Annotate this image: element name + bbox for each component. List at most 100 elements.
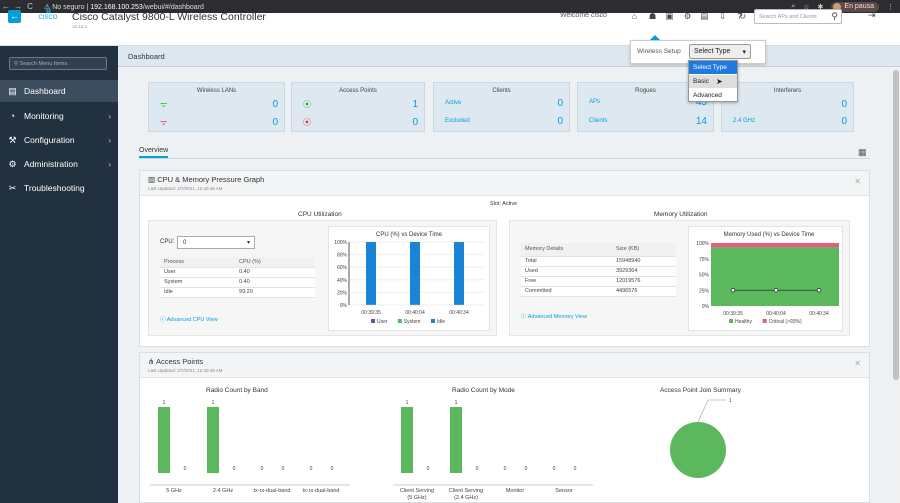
extensions-icon[interactable]: ✱ (817, 3, 824, 11)
tile-value[interactable]: 0 (272, 117, 278, 128)
chart-title: Memory Used (%) vs Device Time (724, 232, 815, 238)
search-icon[interactable]: ⚲ (831, 11, 838, 21)
tile-label[interactable]: Active (445, 100, 462, 106)
welcome-user: cisco (591, 12, 607, 19)
close-icon[interactable]: ✕ (854, 177, 861, 186)
sidebar-item-label: Administration (24, 159, 78, 169)
tile-label[interactable]: Excluded (445, 118, 470, 124)
wireless-setup-options: Select Type Basic ➤ Advanced (688, 60, 738, 102)
profile-button[interactable]: En pausa (831, 1, 879, 12)
security-label: No seguro (52, 3, 85, 11)
tile-value[interactable]: 0 (557, 98, 563, 109)
tile-label[interactable]: APs (589, 99, 601, 105)
forward-arrow-icon[interactable]: → (14, 2, 22, 11)
tile-value[interactable]: 1 (412, 99, 418, 110)
last-updated: Last Updated: 2/7/2021, 12:40:46 AM (148, 186, 223, 191)
refresh-icon[interactable]: ↻ (738, 11, 747, 21)
data-label: 0 (282, 466, 285, 472)
join-summary-chart: 1 (670, 398, 732, 478)
tile-value[interactable]: 0 (841, 99, 847, 110)
sidebar-item-troubleshooting[interactable]: ✂ Troubleshooting (0, 177, 118, 199)
home-icon[interactable]: ⌂ (631, 11, 638, 21)
reload-icon[interactable]: C (27, 2, 33, 11)
address-bar[interactable]: ⚠ No seguro | 192.168.100.253/webui/#/da… (44, 3, 204, 11)
tab-divider (139, 158, 870, 159)
zoom-icon[interactable]: ⌕ (791, 2, 796, 10)
y-tick-label: 75% (699, 257, 710, 263)
sidebar (0, 46, 118, 503)
star-icon[interactable]: ☆ (803, 3, 810, 11)
option-advanced[interactable]: Advanced (693, 92, 722, 99)
search-input[interactable]: Search APs and Clients ⚲ (754, 9, 842, 24)
option-select-type[interactable]: Select Type (689, 61, 737, 74)
wireless-setup-icon[interactable]: ☗ (648, 11, 657, 21)
file-icon[interactable]: ▤ (700, 11, 709, 21)
option-label: Basic (693, 78, 709, 85)
gear-icon[interactable]: ⚙ (683, 11, 692, 21)
logout-icon[interactable]: ⇥ (868, 10, 876, 20)
sidebar-item-dashboard[interactable]: ▤ Dashboard (0, 80, 118, 102)
tile-wireless-lans[interactable]: Wireless LANs ᯤ 0 ᯤ 0 (148, 82, 285, 132)
tile-value[interactable]: 0 (841, 116, 847, 127)
product-version: 16.12.1 (72, 24, 88, 29)
x-tick-label: tx-rx-dual-band (303, 488, 340, 494)
profile-status: En pausa (844, 3, 874, 10)
table-row: Free 12019576 (521, 276, 676, 287)
col-header: Size (KB) (612, 243, 676, 257)
chart-icon: ▥ (148, 175, 156, 184)
tile-value[interactable]: 45 (695, 97, 707, 108)
help-icon[interactable]: ? (737, 11, 742, 21)
back-arrow-icon[interactable]: ← (2, 2, 10, 11)
sidebar-item-label: Monitoring (24, 111, 64, 121)
collapse-menu-button[interactable]: ← (8, 10, 21, 23)
x-tick-label: Client Serving (400, 488, 434, 494)
tile-value[interactable]: 14 (695, 116, 707, 127)
tab-overview[interactable]: Overview (139, 147, 169, 158)
last-updated: Last Updated: 2/7/2021, 12:40:46 AM (148, 368, 223, 373)
scrollbar-thumb[interactable] (893, 70, 899, 380)
layout-grid-icon[interactable]: ▦ (858, 147, 867, 157)
tile-value[interactable]: 0 (412, 117, 418, 128)
bar (207, 407, 219, 473)
table-row: Idle 99.20 (160, 287, 315, 298)
advanced-memory-link[interactable]: ⓘ Advanced Memory View (521, 314, 587, 320)
tile-clients[interactable]: Clients Active 0 Excluded 0 (433, 82, 570, 132)
tile-value[interactable]: 0 (272, 99, 278, 110)
tile-label[interactable]: 2.4 GHz (733, 118, 756, 124)
menu-search-input[interactable]: ⚲ Search Menu Items (9, 57, 107, 70)
cpu-select[interactable]: 0 ▾ (177, 236, 255, 249)
breadcrumb-bar (118, 46, 900, 67)
tile-access-points[interactable]: Access Points ⦿ 1 ⦿ 0 (291, 82, 425, 132)
menu-dots-icon[interactable]: ⋮ (887, 3, 894, 11)
caret-down-icon: ▾ (742, 49, 746, 56)
pie-label: 1 (729, 398, 732, 404)
tile-label[interactable]: Clients (589, 118, 608, 124)
slot-label: Slot: Active (490, 201, 518, 207)
cell: User (160, 267, 236, 278)
radio-mode-title: Radio Count by Mode (452, 387, 515, 394)
x-tick-label: tx-rx-dual-band (254, 488, 291, 494)
bar (401, 407, 413, 473)
legend-label: User (377, 319, 388, 325)
data-point (816, 288, 822, 293)
advanced-cpu-link[interactable]: ⓘ Advanced CPU View (160, 317, 218, 323)
wireless-setup-select[interactable]: Select Type ▾ (689, 44, 751, 59)
wireless-setup-label: Wireless Setup (637, 48, 681, 55)
sidebar-item-administration[interactable]: ⚙ Administration › (0, 153, 118, 175)
cpu-chart: CPU (%) vs Device Time 100% 80% 60% 40% 20% 0%… (334, 232, 484, 325)
page-title: Cisco Catalyst 9800-L Wireless Controlle… (72, 11, 266, 23)
x-tick-label: (5 GHz) (407, 495, 426, 501)
save-icon[interactable]: ▣ (665, 11, 674, 21)
tile-interferers[interactable]: Interferers 0 2.4 GHz 0 (721, 82, 854, 132)
option-basic[interactable]: Basic ➤ (689, 75, 737, 88)
tile-value[interactable]: 0 (557, 116, 563, 127)
download-icon[interactable]: ⇩ (718, 11, 727, 21)
cpu-select-value: 0 (183, 240, 187, 246)
table-row: Committed 4496576 (521, 286, 676, 297)
sidebar-item-configuration[interactable]: ⚒ Configuration › (0, 129, 118, 151)
close-icon[interactable]: ✕ (854, 359, 861, 368)
sidebar-item-monitoring[interactable]: ◔ Monitoring › (0, 105, 118, 127)
x-tick-label: Monitor (506, 488, 525, 494)
memory-chart: Memory Used (%) vs Device Time 100% 75% 50%… (696, 232, 839, 325)
cisco-logo: ılıılı CISCO (35, 8, 61, 22)
